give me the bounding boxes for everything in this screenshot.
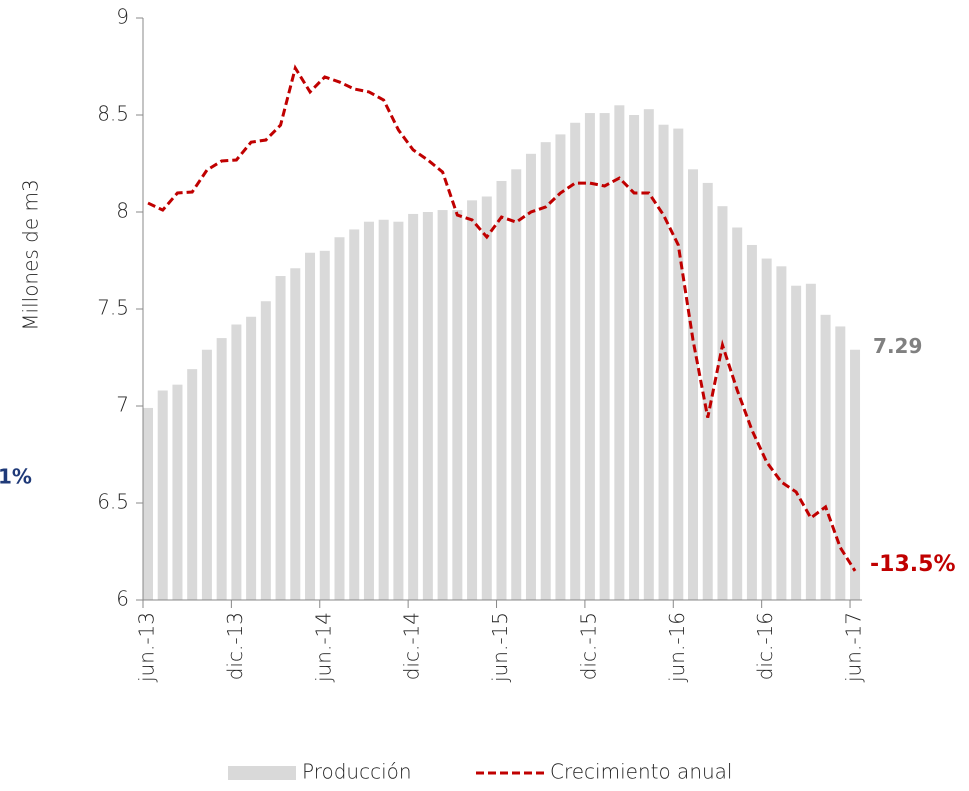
x-tick-label: dic.-15: [576, 612, 600, 680]
bar: [319, 250, 330, 601]
bar: [363, 221, 374, 600]
y-tick-label: 6.5: [97, 490, 129, 514]
bar: [422, 212, 433, 600]
bar: [246, 316, 257, 600]
bar: [835, 326, 846, 600]
legend-swatch: [228, 766, 296, 780]
bar: [643, 109, 654, 601]
bar: [290, 268, 301, 600]
bar: [172, 384, 183, 600]
bar: [260, 301, 271, 600]
bar: [761, 258, 772, 600]
x-tick-label: dic.-16: [753, 612, 777, 680]
value-label: -13.5%: [870, 552, 955, 577]
x-tick-label: jun.-17: [842, 612, 866, 683]
y-tick-label: 7.5: [97, 296, 129, 320]
bar: [629, 115, 640, 600]
bar: [511, 169, 522, 600]
bar: [850, 349, 861, 600]
bar: [157, 390, 168, 600]
bar: [820, 314, 831, 600]
bar: [525, 153, 536, 601]
y-axis-label: Millones de m3: [19, 179, 43, 330]
line: [147, 64, 857, 572]
x-tick-label: jun.-14: [311, 612, 335, 683]
bar: [378, 219, 389, 600]
bar: [437, 210, 448, 600]
y-tick-label: 9: [116, 5, 129, 29]
x-tick-label: jun.-15: [488, 612, 512, 683]
x-tick-label: dic.-13: [223, 612, 247, 680]
bar: [776, 266, 787, 600]
bar: [570, 122, 581, 600]
bar: [231, 324, 242, 600]
bar: [187, 369, 198, 600]
bar: [614, 105, 625, 601]
y-tick-label: 6: [116, 587, 129, 611]
annotation: 1%: [0, 465, 32, 489]
bar: [555, 134, 566, 600]
bar: [702, 182, 713, 600]
bar: [393, 221, 404, 600]
bar: [467, 200, 478, 601]
x-tick-label: jun.-13: [135, 612, 159, 683]
bar: [452, 210, 463, 600]
bar: [658, 124, 669, 600]
y-tick-label: 8.5: [97, 102, 129, 126]
bar: [408, 213, 419, 600]
bar: [599, 113, 610, 600]
bar: [216, 338, 227, 600]
bar: [732, 227, 743, 600]
bar: [805, 283, 816, 600]
bar: [584, 113, 595, 600]
bar: [717, 206, 728, 600]
x-tick-label: jun.-16: [665, 612, 689, 683]
bar: [791, 285, 802, 600]
bar: [540, 142, 551, 600]
x-tick-label: dic.-14: [400, 612, 424, 680]
bar: [688, 169, 699, 600]
bar: [201, 349, 212, 600]
bar: [334, 237, 345, 600]
bar: [305, 252, 316, 601]
legend-label: Producción: [302, 760, 412, 784]
bar: [143, 407, 153, 600]
bar: [275, 276, 286, 600]
bar: [746, 244, 757, 601]
bar: [673, 128, 684, 600]
legend-label: Crecimiento anual: [550, 760, 732, 784]
bar: [496, 180, 507, 600]
bar: [481, 196, 492, 601]
y-tick-label: 7: [116, 393, 129, 417]
bar: [349, 229, 360, 600]
value-label: 7.29: [873, 334, 922, 358]
y-tick-label: 8: [116, 199, 129, 223]
